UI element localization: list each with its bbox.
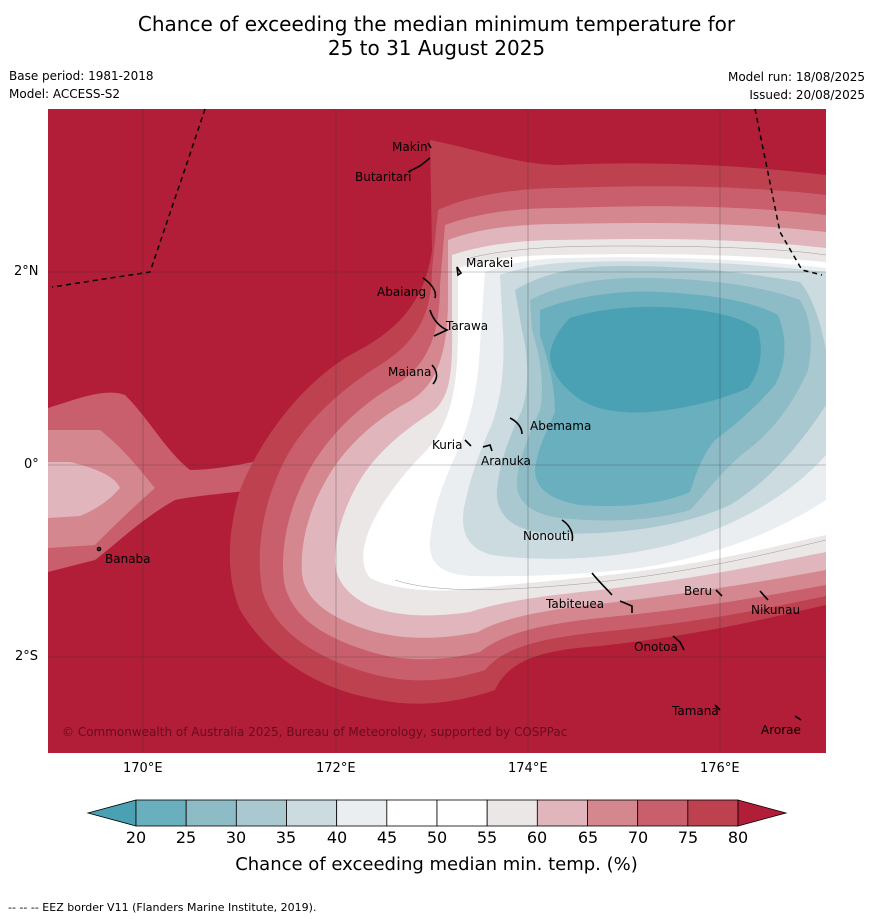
base-period: Base period: 1981-2018 bbox=[9, 69, 154, 83]
lat-label-2s: 2°S bbox=[15, 649, 39, 664]
island-label-abaiang: Abaiang bbox=[377, 285, 426, 299]
colorbar-cell bbox=[286, 799, 338, 827]
colorbar-tick-80: 80 bbox=[727, 828, 749, 847]
lat-label-0: 0° bbox=[24, 457, 39, 472]
island-label-tamana: Tamana bbox=[671, 704, 719, 718]
colorbar bbox=[86, 799, 788, 827]
colorbar-cell bbox=[486, 799, 538, 827]
island-label-beru: Beru bbox=[684, 584, 712, 598]
island-label-butaritari: Butaritari bbox=[355, 170, 412, 184]
colorbar-tick-70: 70 bbox=[627, 828, 649, 847]
island-label-kuria: Kuria bbox=[432, 438, 463, 452]
colorbar-cell bbox=[336, 799, 388, 827]
colorbar-cell bbox=[386, 799, 438, 827]
colorbar-tick-35: 35 bbox=[275, 828, 297, 847]
island-label-onotoa: Onotoa bbox=[634, 640, 678, 654]
island-label-marakei: Marakei bbox=[466, 256, 513, 270]
lon-label-172: 172°E bbox=[316, 761, 356, 776]
island-label-makin: Makin bbox=[392, 140, 428, 154]
island-label-nonouti: Nonouti bbox=[523, 529, 570, 543]
colorbar-cell bbox=[536, 799, 588, 827]
eez-legend: -- -- -- EEZ border V11 (Flanders Marine… bbox=[8, 901, 317, 914]
island-label-tabiteuea: Tabiteuea bbox=[545, 597, 604, 611]
island-label-maiana: Maiana bbox=[388, 365, 431, 379]
island-label-banaba: Banaba bbox=[105, 552, 151, 566]
colorbar-tick-50: 50 bbox=[426, 828, 448, 847]
colorbar-cell bbox=[587, 799, 639, 827]
colorbar-tick-40: 40 bbox=[326, 828, 348, 847]
island-outlines bbox=[96, 142, 802, 721]
colorbar-tick-75: 75 bbox=[677, 828, 699, 847]
island-label-aranuka: Aranuka bbox=[481, 454, 531, 468]
colorbar-tick-65: 65 bbox=[577, 828, 599, 847]
colorbar-cell bbox=[637, 799, 689, 827]
model-run: Model run: 18/08/2025 bbox=[727, 70, 865, 84]
colorbar-tick-25: 25 bbox=[175, 828, 197, 847]
probability-contours bbox=[48, 109, 826, 753]
colorbar-cell bbox=[436, 799, 488, 827]
lon-label-174: 174°E bbox=[508, 761, 548, 776]
issued-date: Issued: 20/08/2025 bbox=[749, 88, 865, 102]
colorbar-title: Chance of exceeding median min. temp. (%… bbox=[235, 854, 638, 875]
contour-left-60 bbox=[48, 462, 120, 518]
contour-20 bbox=[550, 306, 761, 413]
island-label-arorae: Arorae bbox=[761, 723, 801, 737]
colorbar-cell bbox=[185, 799, 237, 827]
title-line-1: Chance of exceeding the median minimum t… bbox=[137, 12, 736, 36]
island-label-abemama: Abemama bbox=[530, 419, 591, 433]
colorbar-cell bbox=[135, 799, 187, 827]
colorbar-tick-20: 20 bbox=[125, 828, 147, 847]
colorbar-tick-55: 55 bbox=[476, 828, 498, 847]
eez-border bbox=[51, 108, 823, 288]
lat-label-2n: 2°N bbox=[14, 264, 39, 279]
colorbar-cell bbox=[687, 799, 739, 827]
lon-label-176: 176°E bbox=[700, 761, 740, 776]
island-label-nikunau: Nikunau bbox=[751, 603, 800, 617]
island-label-tarawa: Tarawa bbox=[445, 319, 488, 333]
graticule bbox=[48, 109, 826, 753]
colorbar-tick-45: 45 bbox=[376, 828, 398, 847]
model-name: Model: ACCESS-S2 bbox=[9, 87, 121, 101]
island-labels: Makin Butaritari Marakei Abaiang Tarawa … bbox=[105, 140, 801, 737]
title-line-2: 25 to 31 August 2025 bbox=[327, 36, 546, 60]
colorbar-tick-30: 30 bbox=[225, 828, 247, 847]
colorbar-cell bbox=[235, 799, 287, 827]
copyright-notice: © Commonwealth of Australia 2025, Bureau… bbox=[62, 725, 567, 739]
colorbar-tick-60: 60 bbox=[526, 828, 548, 847]
lon-label-170: 170°E bbox=[123, 761, 163, 776]
